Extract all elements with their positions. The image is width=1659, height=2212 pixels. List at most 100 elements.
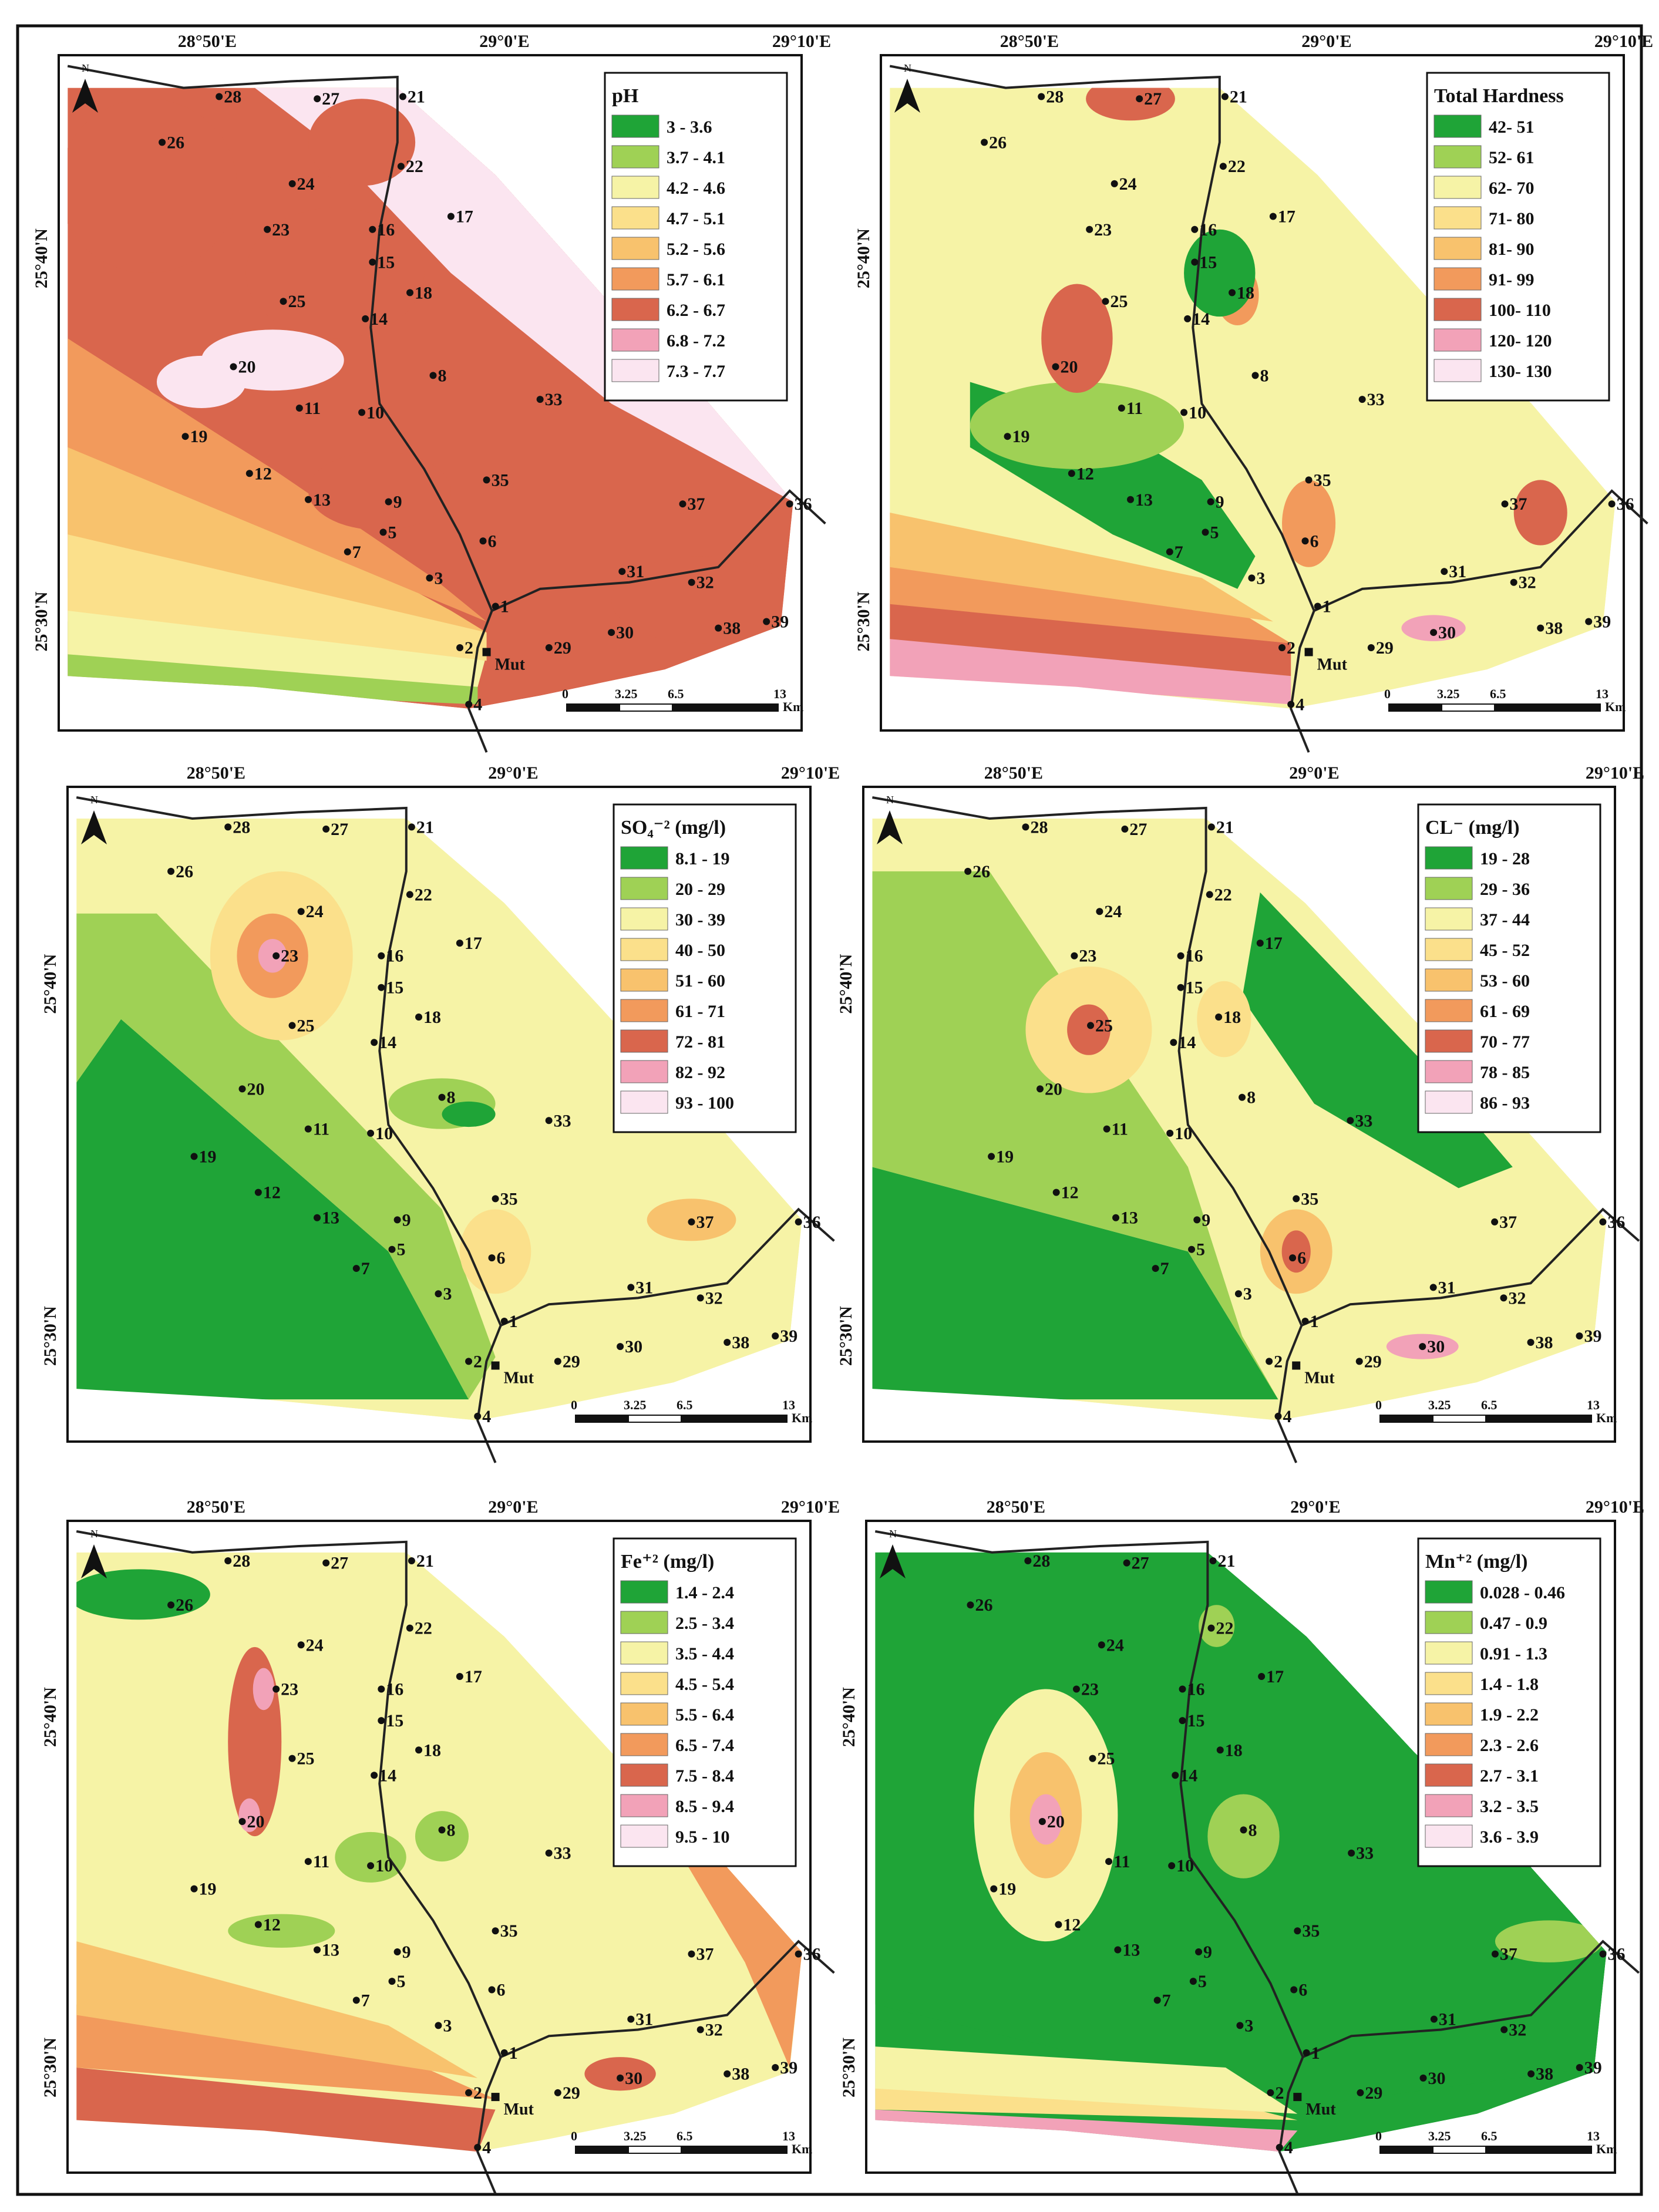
well-label: 38 <box>732 2065 749 2084</box>
well-label: 3 <box>443 1284 452 1304</box>
legend-label: 62- 70 <box>1489 179 1535 198</box>
contour-zone <box>459 1209 531 1294</box>
well-label: 4 <box>482 2138 491 2157</box>
well-marker <box>1024 1557 1032 1565</box>
scale-bar-segment <box>1432 1415 1486 1423</box>
well-marker <box>1087 1022 1095 1029</box>
well-marker <box>1127 496 1135 503</box>
scale-bar-segment <box>575 2146 629 2154</box>
longitude-label: 29°0'E <box>488 763 538 783</box>
well-label: 36 <box>1607 1945 1625 1964</box>
well-marker <box>1500 1294 1507 1302</box>
well-marker <box>1136 95 1143 103</box>
well-label: 7 <box>361 1991 370 2010</box>
legend: Fe⁺² (mg/l) 1.4 - 2.4 2.5 - 3.4 3.5 - 4.4 4.… <box>613 1537 797 1867</box>
well-label: 15 <box>1187 1711 1205 1730</box>
legend: CL⁻ (mg/l) 19 - 28 29 - 36 37 - 44 45 - 52 53… <box>1417 803 1601 1133</box>
map-frame-border <box>880 54 1625 732</box>
well-label: 5 <box>1210 523 1219 542</box>
well-marker <box>795 1950 802 1958</box>
legend-label: 6.8 - 7.2 <box>667 331 725 351</box>
well-label: 2 <box>473 1352 482 1371</box>
legend-swatch <box>1433 359 1482 382</box>
legend-label: 4.2 - 4.6 <box>667 179 725 198</box>
well-marker <box>1500 2026 1508 2033</box>
scale-tick-label: 6.5 <box>677 2129 693 2143</box>
scale-tick-label: 3.25 <box>1437 686 1460 701</box>
well-marker <box>322 1559 330 1567</box>
well-label: 14 <box>1180 1766 1197 1785</box>
well-marker <box>1207 498 1214 506</box>
legend-title: CL⁻ (mg/l) <box>1425 817 1520 839</box>
well-label: 3 <box>1256 568 1265 588</box>
well-label: 23 <box>1081 1679 1099 1699</box>
legend-label: 100- 110 <box>1489 301 1551 320</box>
well-marker <box>1278 644 1286 652</box>
well-marker <box>362 315 369 322</box>
well-marker <box>1256 940 1264 947</box>
well-label: 14 <box>379 1766 396 1785</box>
well-label: 32 <box>1519 573 1536 592</box>
well-label: 6 <box>1297 1248 1306 1268</box>
well-marker <box>304 1125 312 1133</box>
well-marker <box>1038 1818 1046 1826</box>
well-label: 21 <box>1230 87 1247 106</box>
well-label: 5 <box>397 1972 406 1991</box>
well-label: 25 <box>1098 1749 1115 1769</box>
legend-swatch <box>620 846 668 870</box>
well-label: 35 <box>1301 1189 1318 1208</box>
well-label: 27 <box>331 820 348 839</box>
legend: Total Hardness 42- 51 52- 61 62- 70 71- 80 81… <box>1426 72 1610 402</box>
legend-swatch <box>1425 1060 1473 1083</box>
well-label: 11 <box>1112 1120 1128 1139</box>
well-marker <box>1111 180 1118 187</box>
well-marker <box>988 1153 995 1160</box>
scale-tick-label: 6.5 <box>668 686 684 701</box>
legend-swatch <box>611 115 659 138</box>
well-marker <box>1121 825 1129 833</box>
well-label: 28 <box>1046 87 1064 106</box>
contour-zone <box>970 382 1184 469</box>
scale-bar-segment <box>628 1415 682 1423</box>
scale-bar-segment <box>681 2146 788 2154</box>
scale-bar-segment <box>672 703 779 712</box>
north-arrow-label: N <box>82 62 89 74</box>
legend-label: 4.7 - 5.1 <box>667 209 725 228</box>
well-marker <box>465 701 473 708</box>
town-marker <box>482 648 491 656</box>
legend-label: 61 - 71 <box>675 1002 725 1021</box>
contour-zone <box>253 1668 275 1711</box>
well-marker <box>465 1358 473 1365</box>
well-marker <box>1347 1117 1354 1124</box>
well-label: 8 <box>1249 1820 1257 1840</box>
well-marker <box>1229 289 1236 297</box>
well-label: 23 <box>272 220 290 240</box>
well-marker <box>371 1772 378 1779</box>
well-label: 12 <box>254 464 272 483</box>
north-arrow-icon <box>81 1544 107 1578</box>
well-label: 10 <box>366 403 384 422</box>
well-marker <box>795 1218 802 1225</box>
legend-label: 19 - 28 <box>1480 849 1530 868</box>
scale-tick-label: 13 <box>773 686 786 701</box>
well-label: 14 <box>370 309 388 329</box>
well-label: 32 <box>705 1288 723 1308</box>
well-label: 25 <box>297 1016 315 1035</box>
latitude-label: 25°30'N <box>854 591 873 651</box>
well-marker <box>438 1826 446 1834</box>
well-label: 31 <box>635 2010 653 2029</box>
well-label: 22 <box>1214 885 1232 904</box>
well-marker <box>388 1245 396 1253</box>
well-label: 37 <box>1500 1945 1517 1964</box>
well-label: 12 <box>1061 1183 1079 1203</box>
scale-bar-segment <box>1494 703 1601 712</box>
well-marker <box>399 93 406 100</box>
well-label: 36 <box>1617 494 1634 514</box>
well-marker <box>608 629 615 637</box>
well-marker <box>1152 1265 1159 1272</box>
well-marker <box>1258 1672 1266 1680</box>
